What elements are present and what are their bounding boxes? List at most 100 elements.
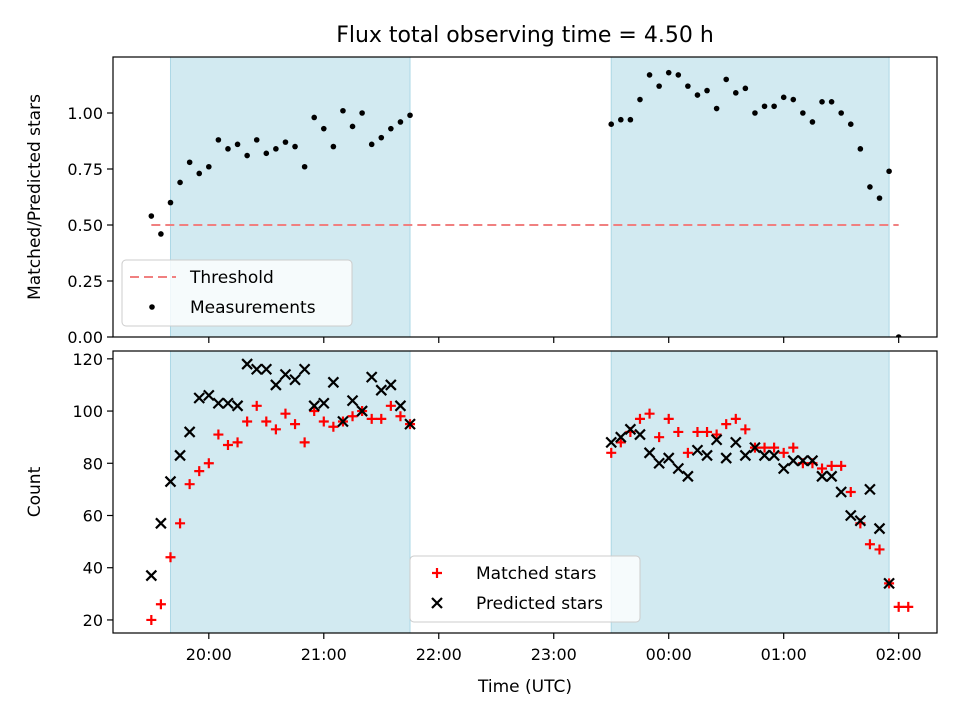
axes-frame bbox=[112, 56, 938, 338]
legend: Threshold Measurements bbox=[121, 259, 353, 327]
matched-star-point bbox=[692, 426, 703, 437]
predicted-star-point bbox=[825, 470, 838, 483]
measurement-point bbox=[292, 143, 298, 150]
plot-area bbox=[145, 351, 914, 633]
predicted-star-point bbox=[643, 447, 656, 459]
measurement-point bbox=[646, 72, 653, 78]
matched-star-point bbox=[769, 442, 780, 453]
y-tick-label: 0.50 bbox=[67, 216, 103, 235]
measurement-point bbox=[167, 199, 174, 206]
measurement-point bbox=[819, 99, 825, 105]
measurement-point bbox=[761, 103, 768, 110]
measurement-point bbox=[665, 69, 672, 76]
y-tick-label: 120 bbox=[72, 350, 103, 369]
matched-star-point bbox=[826, 460, 837, 471]
x-tick-label: 22:00 bbox=[416, 645, 462, 664]
matched-star-point bbox=[654, 432, 665, 443]
predicted-star-point bbox=[318, 397, 330, 409]
predicted-star-point bbox=[404, 418, 416, 430]
legend-matched-label: Matched stars bbox=[476, 564, 596, 584]
matched-star-point bbox=[213, 429, 224, 440]
count-panel: 20 40 60 80 100 120 20:00 21:00 22:00 23:00 00:00 0… bbox=[25, 350, 938, 664]
measurement-point bbox=[196, 170, 203, 177]
predicted-star-point bbox=[270, 379, 282, 391]
matched-star-point bbox=[682, 447, 693, 458]
y-tick-label: 80 bbox=[83, 454, 103, 473]
measurement-point bbox=[263, 150, 270, 157]
measurement-point bbox=[330, 143, 337, 150]
measurement-point bbox=[656, 83, 662, 89]
predicted-star-point bbox=[701, 449, 713, 462]
measurement-point bbox=[253, 137, 260, 143]
matched-star-point bbox=[242, 416, 253, 427]
matched-star-point bbox=[194, 466, 205, 477]
legend-threshold-label: Threshold bbox=[189, 268, 274, 288]
predicted-star-point bbox=[806, 454, 819, 467]
measurement-point bbox=[857, 146, 864, 152]
matched-star-point bbox=[634, 413, 645, 424]
measurement-point bbox=[771, 103, 777, 110]
measurement-point bbox=[780, 94, 787, 101]
predicted-star-point bbox=[864, 483, 876, 496]
observing-window bbox=[610, 57, 890, 337]
measurement-point bbox=[876, 195, 883, 201]
observing-window bbox=[610, 351, 890, 633]
plot-area bbox=[148, 57, 902, 337]
predicted-star-point bbox=[164, 475, 177, 488]
predicted-star-point bbox=[337, 415, 349, 428]
matched-star-point bbox=[184, 479, 195, 490]
predicted-star-point bbox=[203, 389, 215, 402]
measurement-point bbox=[867, 184, 873, 190]
matched-star-point bbox=[347, 411, 358, 422]
measurement-point bbox=[618, 116, 624, 123]
predicted-star-point bbox=[710, 434, 723, 446]
predicted-star-point bbox=[212, 397, 225, 409]
predicted-star-point bbox=[222, 397, 234, 409]
predicted-star-point bbox=[883, 577, 895, 590]
predicted-star-point bbox=[854, 514, 867, 527]
predicted-star-point bbox=[672, 462, 685, 475]
y-tick-label: 60 bbox=[83, 507, 103, 526]
predicted-star-point bbox=[730, 436, 742, 449]
matched-star-point bbox=[759, 442, 770, 453]
predicted-star-point bbox=[873, 522, 886, 535]
matched-star-point bbox=[395, 411, 406, 422]
matched-star-point bbox=[644, 408, 655, 419]
x-tick-label: 01:00 bbox=[761, 645, 807, 664]
matched-star-point bbox=[817, 463, 828, 474]
measurement-point bbox=[311, 114, 318, 121]
x-tick-label: 23:00 bbox=[531, 645, 577, 664]
measurement-point bbox=[752, 110, 758, 116]
measurement-point bbox=[368, 141, 375, 148]
matched-star-point bbox=[222, 440, 233, 450]
matched-star-point bbox=[232, 437, 243, 448]
predicted-star-point bbox=[250, 363, 263, 376]
y-tick-label: 1.00 bbox=[67, 104, 103, 123]
predicted-star-point bbox=[777, 462, 790, 475]
predicted-star-point bbox=[155, 517, 167, 530]
ratio-panel: 0.00 0.25 0.50 0.75 1.00 Matched/Predicted st… bbox=[25, 56, 938, 347]
matched-star-point bbox=[836, 460, 847, 471]
measurement-point bbox=[359, 110, 365, 116]
matched-star-point bbox=[261, 416, 272, 427]
matched-star-point bbox=[299, 437, 310, 448]
measurement-point bbox=[847, 121, 854, 127]
predicted-star-point bbox=[365, 371, 378, 383]
predicted-star-point bbox=[260, 363, 273, 376]
measurement-point bbox=[206, 163, 212, 170]
predicted-star-point bbox=[289, 373, 301, 386]
matched-star-point bbox=[711, 429, 722, 440]
y-tick-label: 0.00 bbox=[67, 328, 103, 347]
measurement-point bbox=[244, 152, 250, 159]
matched-star-point bbox=[175, 518, 186, 529]
measurement-point bbox=[732, 90, 739, 96]
measurement-point bbox=[713, 105, 720, 112]
measurement-point bbox=[790, 96, 797, 103]
predicted-star-point bbox=[375, 384, 388, 396]
matched-star-point bbox=[778, 447, 789, 458]
legend-measurement-swatch bbox=[149, 304, 155, 310]
matched-star-point bbox=[730, 413, 741, 424]
matched-star-point bbox=[788, 442, 799, 453]
x-axis-label: Time (UTC) bbox=[477, 677, 572, 697]
